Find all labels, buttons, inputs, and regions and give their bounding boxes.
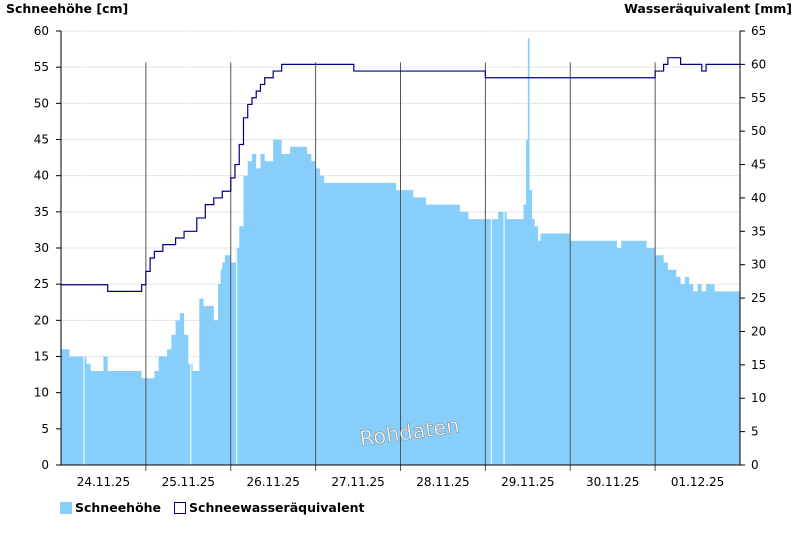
right-axis-tick-label: 60 — [751, 57, 766, 71]
left-axis-tick-label: 45 — [34, 133, 49, 147]
right-axis-title: Wasseräquivalent [mm] — [624, 1, 792, 16]
left-axis-tick-label: 10 — [34, 386, 49, 400]
legend-swatch-snow-depth — [60, 501, 72, 514]
right-axis-tick-label: 35 — [751, 224, 766, 238]
right-axis-tick-label: 20 — [751, 324, 766, 338]
right-axis-tick-label: 0 — [751, 458, 759, 472]
snow-chart: 0 5 10 15 20 25 30 35 40 45 50 55 60 0 5 10 15 20 25 30 35 40… — [34, 24, 767, 489]
x-axis-tick-label: 30.11.25 — [586, 475, 639, 489]
right-axis-tick-label: 40 — [751, 191, 766, 205]
right-axis-tick-label: 55 — [751, 91, 766, 105]
right-axis-tick-label: 15 — [751, 358, 766, 372]
right-axis-tick-label: 10 — [751, 391, 766, 405]
right-axis-tick-label: 30 — [751, 258, 766, 272]
series-swe-line — [61, 57, 740, 292]
legend: Schneehöhe Schneewasseräquivalent — [60, 500, 378, 515]
x-axis-tick-label: 26.11.25 — [246, 475, 299, 489]
right-axis-tick-label: 50 — [751, 124, 766, 138]
left-axis-tick-label: 60 — [34, 24, 49, 38]
legend-label-snow-depth: Schneehöhe — [75, 500, 162, 515]
left-axis-tick-label: 55 — [34, 60, 49, 74]
right-axis-tick-label: 45 — [751, 158, 766, 172]
vline-layer — [145, 62, 656, 471]
left-axis-tick-label: 20 — [34, 313, 49, 327]
left-axis-tick-label: 50 — [34, 96, 49, 110]
left-axis-tick-label: 30 — [34, 241, 49, 255]
legend-label-swe: Schneewasseräquivalent — [189, 500, 365, 515]
legend-swatch-swe — [174, 501, 187, 514]
x-axis-tick-label: 27.11.25 — [331, 475, 384, 489]
right-axis-tick-label: 65 — [751, 24, 766, 38]
legend-item-swe: Schneewasseräquivalent — [174, 500, 365, 515]
x-axis-tick-label: 28.11.25 — [416, 475, 469, 489]
axis-layer — [56, 30, 745, 466]
left-axis-tick-label: 5 — [41, 422, 49, 436]
right-axis-tick-label: 5 — [751, 425, 759, 439]
left-axis-tick-label: 15 — [34, 350, 49, 364]
x-axis-tick-label: 24.11.25 — [77, 475, 130, 489]
label-layer: 0 5 10 15 20 25 30 35 40 45 50 55 60 0 5 10 15 20 25 30 35 40… — [34, 24, 767, 489]
left-axis-tick-label: 35 — [34, 205, 49, 219]
legend-item-snow-depth: Schneehöhe — [60, 500, 161, 515]
x-axis-tick-label: 29.11.25 — [501, 475, 554, 489]
x-axis-tick-label: 01.12.25 — [671, 475, 724, 489]
left-axis-tick-label: 0 — [41, 458, 49, 472]
x-axis-tick-label: 25.11.25 — [162, 475, 215, 489]
right-axis-tick-label: 25 — [751, 291, 766, 305]
left-axis-title: Schneehöhe [cm] — [6, 1, 129, 16]
line-layer — [61, 57, 740, 292]
left-axis-tick-label: 25 — [34, 277, 49, 291]
left-axis-tick-label: 40 — [34, 169, 49, 183]
